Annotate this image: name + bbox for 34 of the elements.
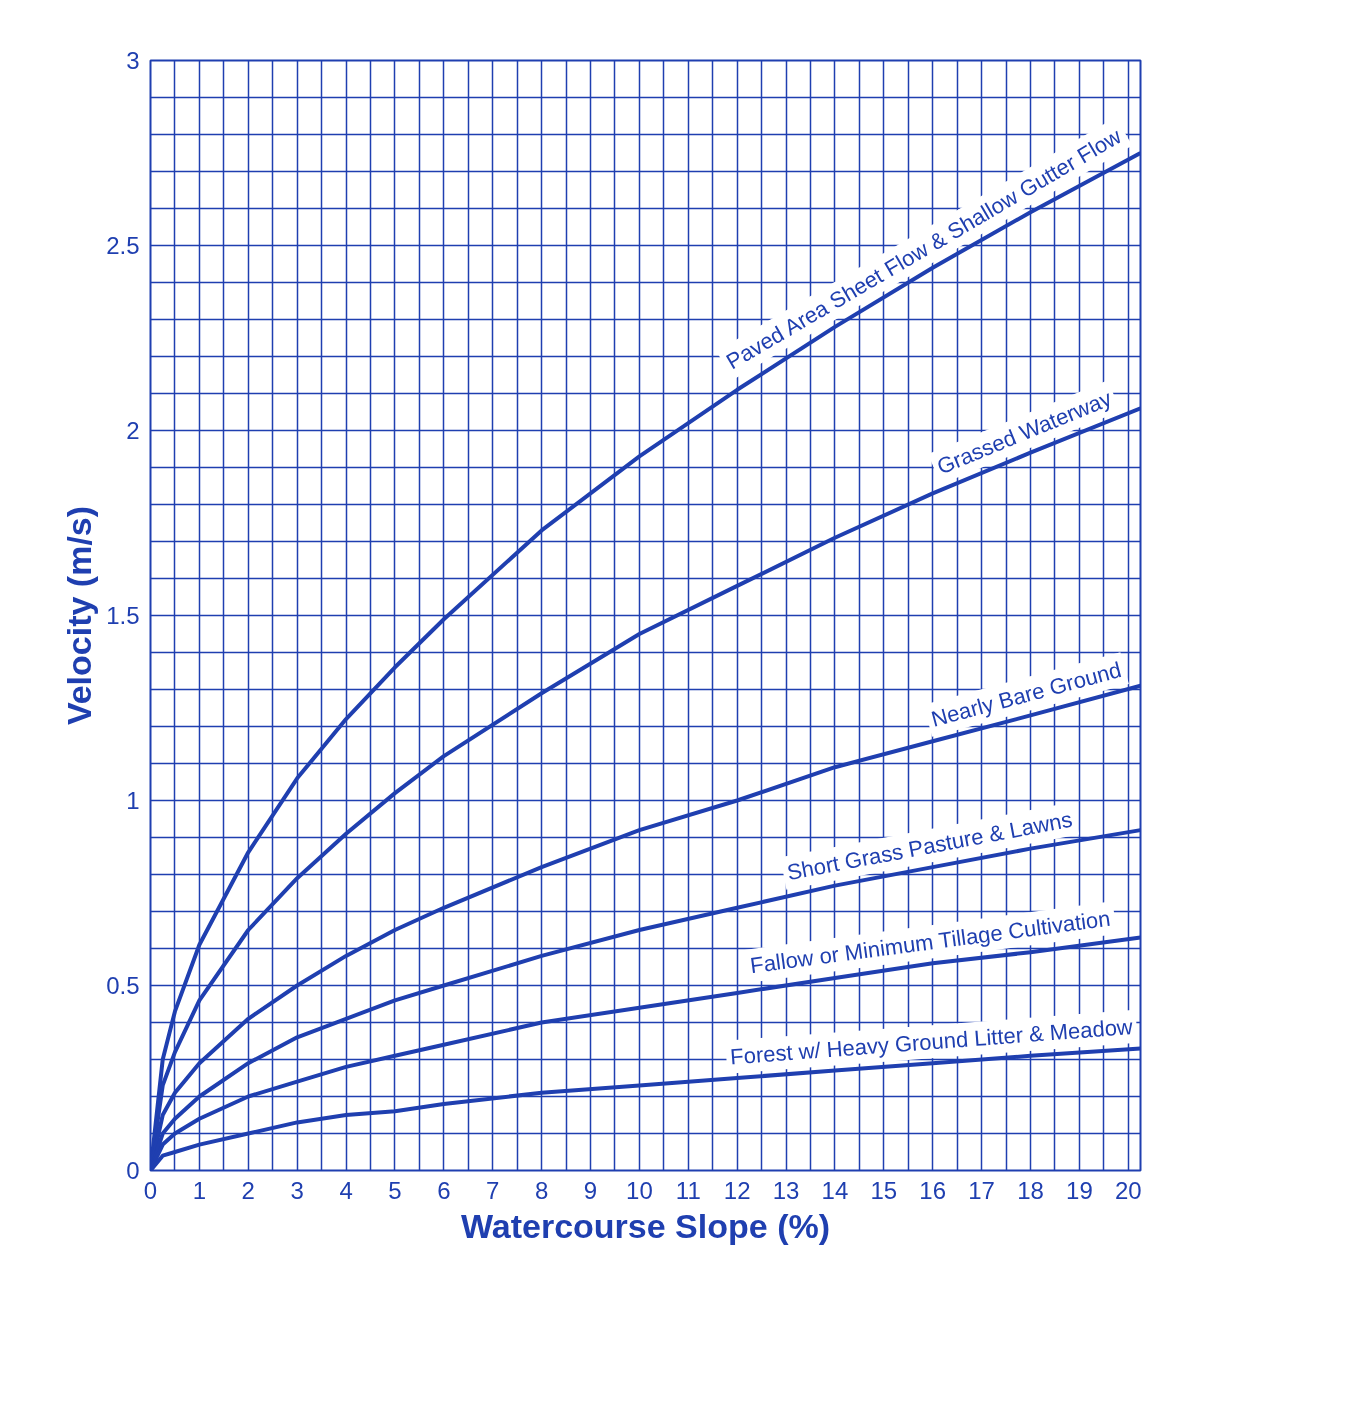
x-tick-label: 15: [870, 1176, 898, 1204]
x-tick-label: 0: [143, 1176, 158, 1204]
x-tick-label: 16: [919, 1176, 947, 1204]
x-tick-label: 20: [1114, 1176, 1142, 1204]
x-tick-label: 4: [339, 1176, 353, 1204]
text: Short Grass Pasture & Lawns: [784, 806, 1075, 886]
x-tick-label: 6: [437, 1176, 451, 1204]
x-tick-label: 7: [486, 1176, 500, 1204]
text: Nearly Bare Ground: [928, 657, 1124, 732]
x-tick-label: 17: [968, 1176, 995, 1204]
x-tick-label: 5: [388, 1176, 402, 1204]
y-tick-label: 0: [126, 1157, 140, 1184]
y-tick-label: 2: [126, 417, 140, 444]
series-label: Forest w/ Heavy Ground Litter & Meadow: [729, 1014, 1134, 1070]
x-tick-label: 8: [534, 1176, 549, 1204]
x-tick-label: 11: [675, 1176, 701, 1204]
x-tick-label: 1: [192, 1176, 207, 1204]
y-axis-title: Velocity (m/s): [60, 505, 99, 726]
x-tick-label: 13: [772, 1176, 800, 1204]
x-tick-label: 14: [821, 1176, 849, 1204]
y-tick-label: 0.5: [106, 972, 140, 999]
y-tick-label: 3: [126, 47, 140, 74]
x-tick-label: 12: [723, 1176, 751, 1204]
x-tick-label: 2: [241, 1176, 255, 1204]
x-axis-title: Watercourse Slope (%): [460, 1206, 831, 1245]
x-tick-label: 9: [583, 1176, 598, 1204]
y-tick-label: 1: [126, 787, 140, 814]
y-tick-label: 1.5: [106, 602, 140, 629]
x-tick-label: 18: [1017, 1176, 1044, 1204]
x-tick-label: 10: [626, 1176, 653, 1204]
y-tick-label: 2.5: [106, 232, 140, 259]
x-tick-label: 19: [1066, 1176, 1093, 1204]
x-tick-label: 3: [290, 1176, 304, 1204]
text: Fallow or Minimum Tillage Cultivation: [748, 905, 1112, 979]
